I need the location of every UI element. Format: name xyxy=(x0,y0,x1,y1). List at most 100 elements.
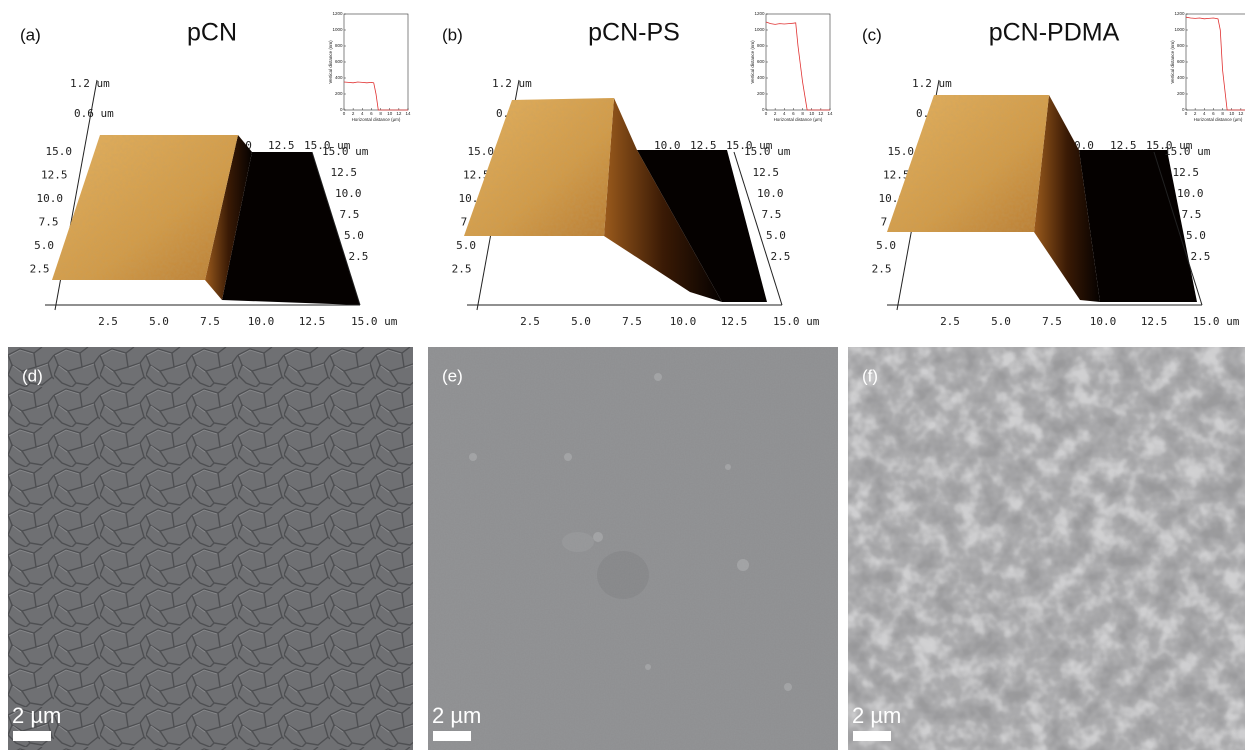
inset-x-tick-label: 12 xyxy=(396,111,402,116)
scale-bar xyxy=(13,731,51,741)
back-label: 12.5 xyxy=(268,139,295,152)
z-label: 1.2 um xyxy=(492,77,532,90)
scale-bar-label: 2 µm xyxy=(432,703,481,728)
sem-image: (e) 2 µm xyxy=(428,347,838,750)
x-label: 5.0 xyxy=(991,315,1011,328)
figure: (a)pCN1.2 um0.6 um15.012.510.07.55.02.50… xyxy=(0,0,1245,750)
y-label: 7.5 xyxy=(762,208,782,221)
x-label: 15.0 um xyxy=(1193,315,1240,328)
inset-x-tick-label: 10 xyxy=(1229,111,1235,116)
inset-y-tick-label: 600 xyxy=(757,59,765,64)
y-label: 12.5 xyxy=(331,166,358,179)
inset-y-tick-label: 200 xyxy=(1177,91,1185,96)
inset-y-tick-label: 1000 xyxy=(754,27,765,32)
y-label: 10.0 xyxy=(757,187,784,200)
y-label-left: 2.5 xyxy=(452,263,472,276)
inset-y-tick-label: 600 xyxy=(335,59,343,64)
panel-title: pCN-PS xyxy=(588,19,680,47)
panel-label: (f) xyxy=(862,366,878,385)
y-label-left: 15.0 xyxy=(468,145,495,158)
y-label: 2.5 xyxy=(771,250,791,263)
z-label: 1.2 um xyxy=(70,77,110,90)
inset-x-tick-label: 14 xyxy=(405,111,411,116)
scale-bar-label: 2 µm xyxy=(12,703,61,728)
x-label: 12.5 xyxy=(721,315,748,328)
scale-bar xyxy=(853,731,891,741)
y-label: 10.0 xyxy=(1177,187,1204,200)
inset-y-tick-label: 800 xyxy=(335,43,343,48)
y-label-left: 5.0 xyxy=(456,239,476,252)
y-label: 15.0 um xyxy=(744,145,791,158)
y-label-left: 10.0 xyxy=(37,192,64,205)
x-label: 2.5 xyxy=(98,315,118,328)
sem-surface xyxy=(848,347,1245,750)
inset-y-tick-label: 1000 xyxy=(1174,27,1185,32)
scale-bar xyxy=(433,731,471,741)
y-label-left: 5.0 xyxy=(34,239,54,252)
z-label: 0.6 um xyxy=(74,107,114,120)
page: {"panels": [ {"label": "(a)", "title": "… xyxy=(0,0,1245,750)
z-label: 1.2 um xyxy=(912,77,952,90)
panel-label: (d) xyxy=(22,366,43,385)
panel-title: pCN-PDMA xyxy=(989,19,1120,47)
inset-x-tick-label: 10 xyxy=(809,111,815,116)
inset-y-tick-label: 200 xyxy=(757,91,765,96)
sem-noise xyxy=(428,347,838,750)
y-label: 7.5 xyxy=(340,208,360,221)
inset-y-tick-label: 400 xyxy=(757,75,765,80)
inset-y-label: Vertical distance (nm) xyxy=(328,40,333,84)
afm-panel: (b)pCN-PS1.2 um0.6 um15.012.510.07.55.02… xyxy=(442,6,836,328)
inset-y-tick-label: 1200 xyxy=(754,11,765,16)
inset-x-label: Horizontal distance (μm) xyxy=(774,117,823,122)
x-label: 7.5 xyxy=(200,315,220,328)
inset-y-tick-label: 800 xyxy=(757,43,765,48)
x-label: 12.5 xyxy=(1141,315,1168,328)
y-label-left: 2.5 xyxy=(30,263,50,276)
inset-y-label: Vertical distance (nm) xyxy=(750,40,755,84)
inset-x-label: Horizontal distance (μm) xyxy=(352,117,401,122)
y-label-left: 12.5 xyxy=(41,169,68,182)
x-label: 7.5 xyxy=(622,315,642,328)
sem-image: (d) 2 µm xyxy=(8,347,413,750)
y-label: 5.0 xyxy=(1186,229,1206,242)
x-label: 15.0 um xyxy=(351,315,398,328)
sem-surface xyxy=(8,347,413,750)
inset-y-label: Vertical distance (nm) xyxy=(1170,40,1175,84)
x-label: 10.0 xyxy=(1090,315,1117,328)
y-label-left: 15.0 xyxy=(888,145,915,158)
y-label: 5.0 xyxy=(766,229,786,242)
panel-label: (e) xyxy=(442,366,463,385)
y-label: 2.5 xyxy=(349,250,369,263)
y-label-left: 5.0 xyxy=(876,239,896,252)
y-label: 15.0 um xyxy=(322,145,369,158)
y-label: 5.0 xyxy=(344,229,364,242)
y-label: 7.5 xyxy=(1182,208,1202,221)
inset-y-tick-label: 800 xyxy=(1177,43,1185,48)
y-label: 12.5 xyxy=(753,166,780,179)
plateau-texture xyxy=(887,95,1049,232)
panel-label: (a) xyxy=(20,25,41,44)
inset-y-tick-label: 1200 xyxy=(1174,11,1185,16)
y-label-left: 7.5 xyxy=(39,216,59,229)
panel-label: (c) xyxy=(862,25,882,44)
x-label: 2.5 xyxy=(520,315,540,328)
y-label: 10.0 xyxy=(335,187,362,200)
plateau-texture xyxy=(464,98,614,236)
inset-x-tick-label: 12 xyxy=(1238,111,1244,116)
inset-y-tick-label: 400 xyxy=(1177,75,1185,80)
scale-bar-label: 2 µm xyxy=(852,703,901,728)
inset-y-tick-label: 600 xyxy=(1177,59,1185,64)
x-label: 10.0 xyxy=(670,315,697,328)
inset-x-tick-label: 10 xyxy=(387,111,393,116)
y-label: 2.5 xyxy=(1191,250,1211,263)
inset-x-tick-label: 12 xyxy=(818,111,824,116)
inset-x-label: Horizontal distance (μm) xyxy=(1194,117,1243,122)
y-label-left: 2.5 xyxy=(872,263,892,276)
panel-title: pCN xyxy=(187,19,237,47)
x-label: 5.0 xyxy=(149,315,169,328)
x-label: 15.0 um xyxy=(773,315,820,328)
panel-label: (b) xyxy=(442,25,463,44)
inset-y-tick-label: 1200 xyxy=(332,11,343,16)
